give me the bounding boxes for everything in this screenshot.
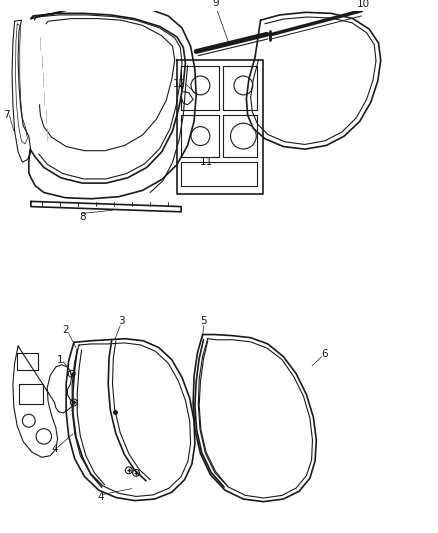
Text: 12: 12 <box>173 79 186 89</box>
Text: 1: 1 <box>57 354 64 365</box>
Text: 11: 11 <box>199 157 213 167</box>
Text: 7: 7 <box>3 110 9 120</box>
Text: 4: 4 <box>51 445 58 455</box>
Text: 2: 2 <box>62 325 69 335</box>
Text: 10: 10 <box>357 0 370 10</box>
Text: 3: 3 <box>118 317 124 327</box>
Text: 9: 9 <box>212 0 219 9</box>
Text: 8: 8 <box>79 212 86 222</box>
Text: 5: 5 <box>200 317 207 327</box>
Text: 4: 4 <box>97 492 104 503</box>
Text: 6: 6 <box>321 350 328 359</box>
